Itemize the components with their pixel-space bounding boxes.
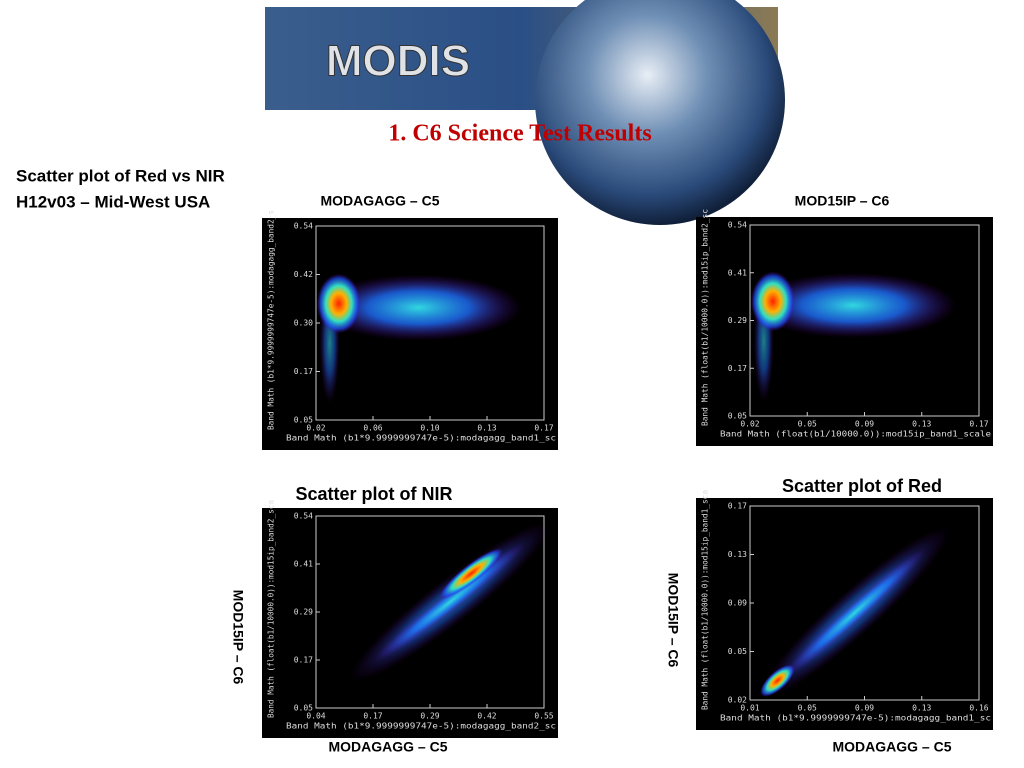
x-tick-label: 0.17 [969,420,988,429]
x-tick-label: 0.17 [363,712,382,721]
scatter-plot: 0.54 0.42 0.30 0.17 0.050.02 0.06 0.10 0.13 0.17… [262,193,558,450]
plot-title: Scatter plot of Red [782,476,942,496]
x-tick-label: 0.09 [855,420,874,429]
x-axis-label: Band Math (b1*9.9999999747e-5):modagagg_… [286,434,556,443]
x-tick-label: 0.06 [363,424,382,433]
earth [535,0,785,225]
x-tick-label: 0.42 [477,712,496,721]
y-axis-label: Band Math (float(b1/10000.0)):mod15ip_ba… [701,209,710,426]
y-axis-label: Band Math (float(b1/10000.0)):mod15ip_ba… [701,490,710,710]
density [782,548,927,678]
y-tick-label: 0.29 [294,608,313,617]
x-tick-label: 0.13 [912,420,931,429]
y-tick-label: 0.29 [728,316,747,325]
x-tick-label: 0.02 [306,424,325,433]
x-axis-label: Band Math (float(b1/10000.0)):mod15ip_ba… [720,430,991,439]
x-tick-label: 0.29 [420,712,439,721]
scatter-plot: 0.54 0.41 0.29 0.17 0.050.04 0.17 0.29 0.42 0.55… [230,484,558,755]
x-tick-label: 0.17 [534,424,553,433]
x-axis-label: Band Math (b1*9.9999999747e-5):modagagg_… [720,714,991,723]
density [750,272,957,338]
scatter-plot: 0.17 0.13 0.09 0.05 0.020.01 0.05 0.09 0.13 0.16… [665,476,993,755]
x-tick-label: 0.55 [534,712,553,721]
y-tick-label: 0.41 [294,560,313,569]
y-tick-label: 0.05 [294,416,313,425]
y-caption: MOD15IP – C6 [665,573,681,668]
x-caption: MODAGAGG – C5 [328,739,447,755]
x-tick-label: 0.05 [798,704,817,713]
x-tick-label: 0.02 [740,420,759,429]
x-tick-label: 0.13 [477,424,496,433]
plot-title: Scatter plot of NIR [295,484,452,504]
density [316,273,361,334]
logo-text: MODIS [326,37,470,86]
y-tick-label: 0.13 [728,550,747,559]
y-axis-label: Band Math (float(b1/10000.0)):mod15ip_ba… [267,500,276,718]
x-tick-label: 0.16 [969,704,988,713]
x-caption: MODAGAGG – C5 [832,739,951,755]
x-tick-label: 0.01 [740,704,759,713]
y-axis-label: Band Math (b1*9.9999999747e-5):modagagg_… [267,210,276,430]
y-tick-label: 0.54 [294,512,313,521]
density [750,271,795,332]
y-tick-label: 0.02 [728,696,747,705]
x-tick-label: 0.10 [420,424,439,433]
plot-caption: MODAGAGG – C5 [320,193,439,209]
y-tick-label: 0.17 [294,656,313,665]
y-caption: MOD15IP – C6 [230,590,246,685]
y-tick-label: 0.09 [728,599,747,608]
density [316,274,522,341]
y-tick-label: 0.42 [294,270,313,279]
density [374,542,526,662]
y-tick-label: 0.05 [728,412,747,421]
y-tick-label: 0.41 [728,268,747,277]
y-tick-label: 0.17 [728,364,747,373]
y-tick-label: 0.54 [294,222,313,231]
y-tick-label: 0.54 [728,221,747,230]
x-tick-label: 0.09 [855,704,874,713]
density [439,547,504,600]
scatter-plot: 0.540.410.290.170.050.02 0.05 0.09 0.13 0.17… [696,193,993,446]
y-tick-label: 0.30 [294,319,313,328]
y-tick-label: 0.17 [294,367,313,376]
density [760,664,795,697]
x-tick-label: 0.13 [912,704,931,713]
x-tick-label: 0.04 [306,712,325,721]
description-line: H12v03 – Mid-West USA [16,192,210,211]
y-tick-label: 0.05 [728,647,747,656]
banner: MODIS [265,0,785,225]
y-tick-label: 0.05 [294,704,313,713]
x-axis-label: Band Math (b1*9.9999999747e-5):modagagg_… [286,722,556,731]
y-tick-label: 0.17 [728,502,747,511]
plot-caption: MOD15IP – C6 [795,193,890,209]
description-line: Scatter plot of Red vs NIR [16,166,225,185]
x-tick-label: 0.05 [798,420,817,429]
slide-title: 1. C6 Science Test Results [388,121,651,147]
